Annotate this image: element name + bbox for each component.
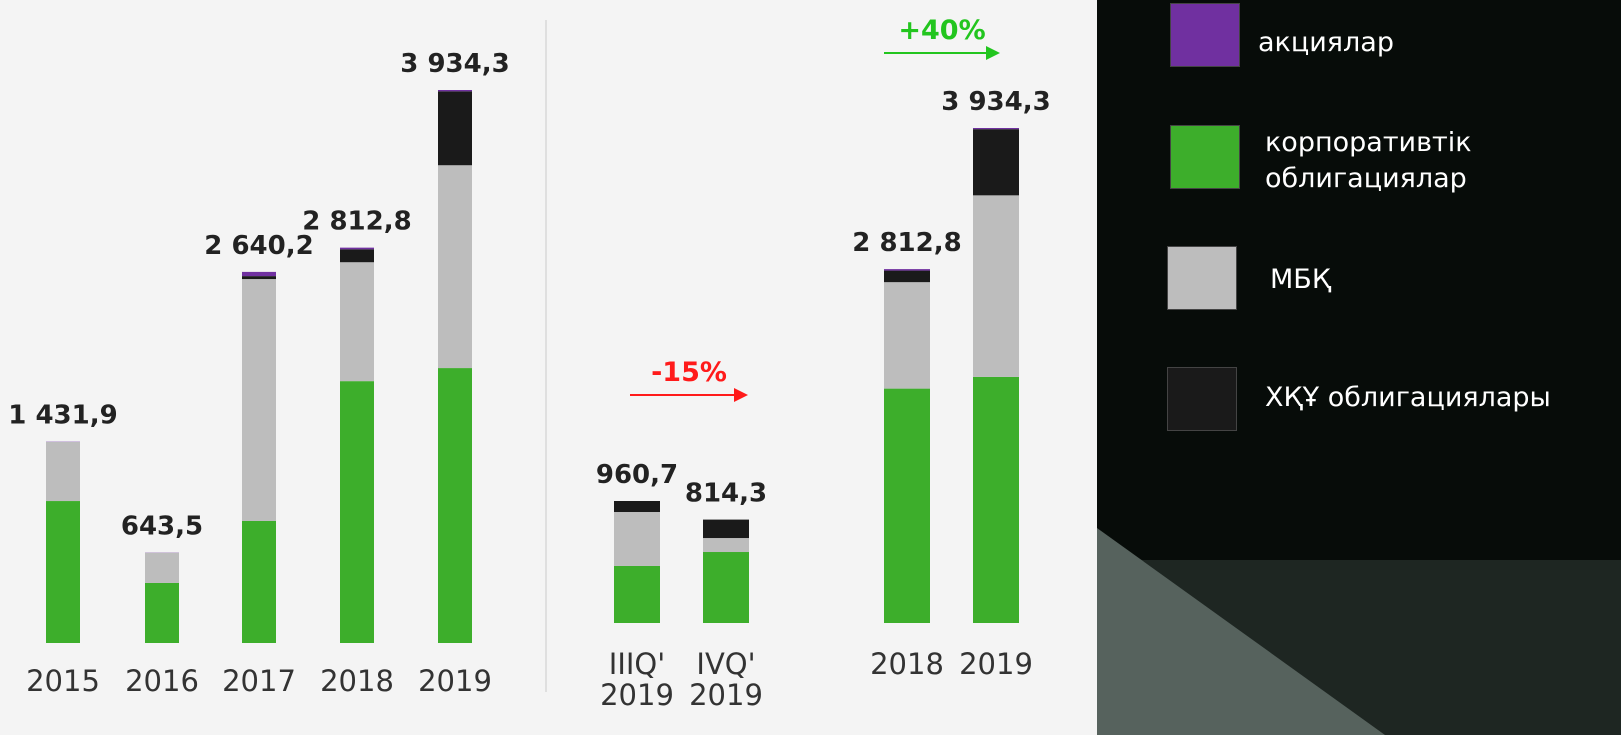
legend-swatch xyxy=(1170,3,1240,67)
bar-segment xyxy=(242,520,276,643)
bar-segment xyxy=(973,376,1019,623)
x-tick-label: 2015 xyxy=(26,664,100,698)
legend-label: корпоративтік облигациялар xyxy=(1265,127,1472,194)
bar-segment xyxy=(973,129,1019,196)
legend-swatch xyxy=(1170,125,1240,189)
texture xyxy=(1097,528,1385,735)
arrow-head xyxy=(734,388,748,402)
x-tick-label: 2019 xyxy=(418,664,492,698)
bar-segment xyxy=(242,276,276,280)
bar-segment xyxy=(703,552,749,623)
legend-label: акциялар xyxy=(1258,27,1394,58)
x-tick-label: 2017 xyxy=(222,664,296,698)
legend-label: МБҚ xyxy=(1270,264,1331,295)
bar-segment xyxy=(884,269,930,271)
bar-segment xyxy=(242,271,276,277)
bar-segment xyxy=(340,381,374,643)
bar-segment xyxy=(340,247,374,250)
value-label: 2 640,2 xyxy=(204,231,313,261)
value-label: 2 812,8 xyxy=(852,228,961,258)
x-tick-label: 2018 xyxy=(870,647,944,681)
value-label: 3 934,3 xyxy=(941,87,1050,117)
legend-swatch xyxy=(1167,367,1237,431)
x-tick-label: IVQ' 2019 xyxy=(689,647,763,712)
bar-segment xyxy=(438,165,472,369)
bar-segment xyxy=(46,501,80,643)
annotation: -15% xyxy=(651,357,727,388)
bar-segment xyxy=(703,538,749,553)
value-label: 1 431,9 xyxy=(8,401,117,431)
value-label: 643,5 xyxy=(121,512,203,542)
bar-segment xyxy=(340,262,374,382)
bar-segment xyxy=(438,91,472,166)
value-label: 814,3 xyxy=(685,479,767,509)
x-tick-label: IIIQ' 2019 xyxy=(600,647,674,712)
value-label: 960,7 xyxy=(596,460,678,490)
x-tick-label: 2016 xyxy=(125,664,199,698)
arrow-head xyxy=(986,46,1000,60)
value-label: 2 812,8 xyxy=(302,207,411,237)
bar-segment xyxy=(145,582,179,643)
bar-segment xyxy=(884,388,930,623)
bar-segment xyxy=(884,270,930,283)
x-tick-label: 2019 xyxy=(959,647,1033,681)
bar-segment xyxy=(145,552,179,583)
annotation: +40% xyxy=(898,15,985,46)
legend-swatch xyxy=(1167,246,1237,310)
bar-segment xyxy=(884,282,930,389)
bar-segment xyxy=(973,195,1019,377)
bar-segment xyxy=(614,565,660,623)
bar-segment xyxy=(242,279,276,521)
bar-segment xyxy=(614,501,660,513)
value-label: 3 934,3 xyxy=(400,49,509,79)
bar-segment xyxy=(46,442,80,502)
bar-segment xyxy=(438,90,472,92)
bar-segment xyxy=(973,128,1019,130)
x-tick-label: 2018 xyxy=(320,664,394,698)
bar-segment xyxy=(614,512,660,566)
legend-label: ХҚҰ облигациялары xyxy=(1265,382,1551,413)
bar-segment xyxy=(703,519,749,539)
bar-segment xyxy=(438,368,472,643)
bar-segment xyxy=(340,249,374,263)
